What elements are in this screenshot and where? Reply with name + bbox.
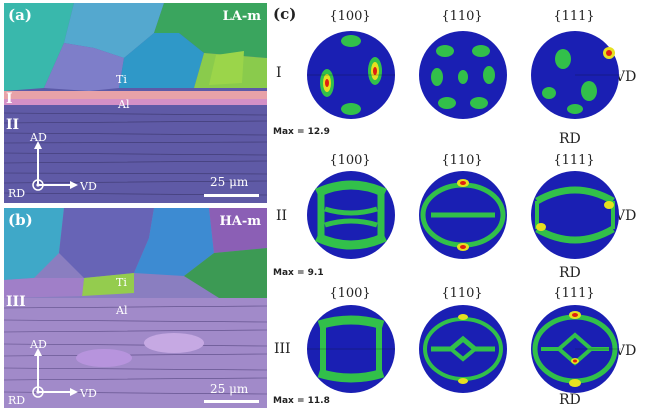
row-II-label: II [276, 208, 288, 224]
col-title-111-row3: {111} [553, 286, 595, 301]
axis-vd-label-b: VD [80, 387, 97, 400]
panel-a-label: (a) [8, 6, 32, 24]
pole-figure-II-100 [307, 171, 395, 259]
axis-ad-label-b: AD [30, 338, 47, 351]
panel-b-label: (b) [8, 211, 33, 229]
grain-ti-label-b: Ti [116, 276, 127, 289]
col-title-111: {111} [553, 9, 595, 24]
col-title-100-row3: {100} [329, 286, 371, 301]
row-II-max: Max = 9.1 [273, 268, 324, 278]
grain-al-label-b: Al [116, 304, 128, 317]
axis-triad-b [32, 348, 78, 398]
grain-ti-label: Ti [116, 73, 127, 86]
ebsd-map-b [4, 208, 267, 408]
col-title-110-row3: {110} [441, 286, 483, 301]
pole-figure-III-110 [419, 305, 507, 393]
scale-label-a: 25 μm [210, 175, 249, 189]
zone-III-label: III [6, 294, 26, 310]
col-title-110: {110} [441, 9, 483, 24]
panel-c-pole-figures: (c) {100} {110} {111} {100} {110} {111} … [270, 3, 647, 408]
row-I-label: I [276, 65, 282, 81]
col-title-111-row2: {111} [553, 153, 595, 168]
row-III-max: Max = 11.8 [273, 396, 330, 406]
col-title-100: {100} [329, 9, 371, 24]
panel-b-corner-label: HA-m [219, 214, 261, 229]
pole-figure-II-111 [531, 171, 619, 259]
scale-bar-b [204, 400, 259, 403]
ebsd-map-a [4, 3, 267, 203]
row-III-vd: VD [615, 343, 637, 359]
pole-figure-I-111 [531, 31, 621, 119]
axis-rd-label: RD [8, 187, 26, 200]
panel-a-corner-label: LA-m [222, 9, 261, 24]
scale-label-b: 25 μm [210, 382, 249, 396]
zone-I-label: I [6, 91, 13, 107]
row-II-vd: VD [615, 208, 637, 224]
row-II-rd: RD [559, 265, 581, 281]
row-III-rd: RD [559, 392, 581, 408]
row-III-label: III [274, 341, 291, 357]
pole-figure-II-110 [419, 171, 507, 259]
pole-figure-I-100 [307, 31, 395, 119]
pole-figure-III-111 [531, 305, 621, 393]
col-title-100-row2: {100} [329, 153, 371, 168]
row-I-rd: RD [559, 131, 581, 147]
axis-rd-label-b: RD [8, 394, 26, 407]
scale-bar-a [204, 194, 259, 197]
panel-a-ebsd-map: (a) LA-m Ti Al I II AD RD VD 25 μm [4, 3, 267, 203]
grain-al-label: Al [118, 98, 130, 111]
axis-vd-label: VD [80, 180, 97, 193]
pole-figure-III-100 [307, 305, 395, 393]
row-I-vd: VD [615, 69, 637, 85]
axis-triad-a [32, 141, 78, 191]
pole-figure-I-110 [419, 31, 507, 119]
col-title-110-row2: {110} [441, 153, 483, 168]
panel-c-label: (c) [273, 5, 297, 23]
zone-II-label: II [6, 117, 20, 133]
row-I-max: Max = 12.9 [273, 127, 330, 137]
panel-b-ebsd-map: (b) HA-m Ti Al III AD RD VD 25 μm [4, 208, 267, 408]
axis-ad-label: AD [30, 131, 47, 144]
